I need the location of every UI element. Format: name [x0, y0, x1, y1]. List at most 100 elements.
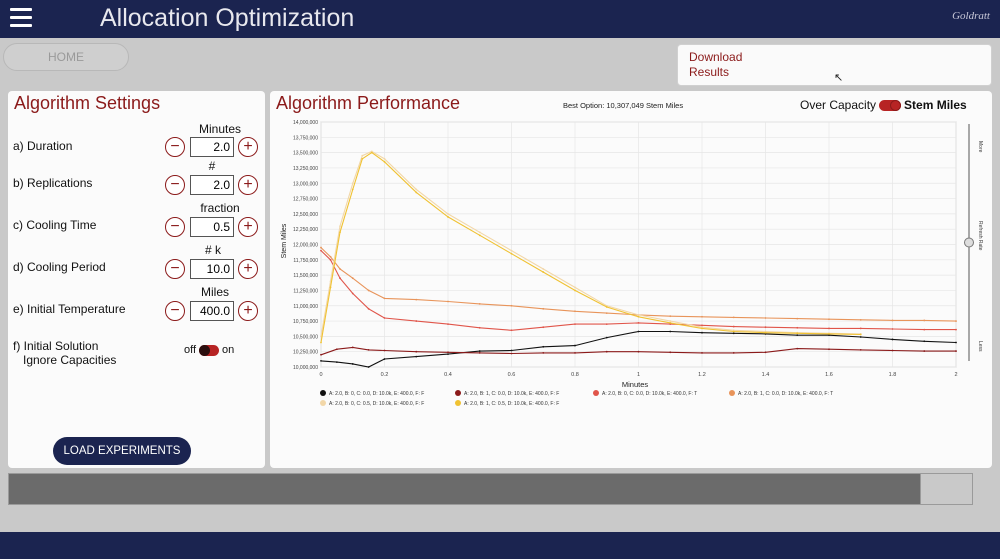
series-line-2: [320, 250, 956, 331]
menu-icon[interactable]: [10, 8, 32, 28]
ignore-capacities-toggle[interactable]: [199, 344, 220, 356]
decrement-button[interactable]: −: [165, 137, 185, 157]
data-point: [605, 350, 608, 353]
scrollbar-thumb[interactable]: [920, 474, 972, 504]
unit-label: Minutes: [198, 122, 242, 136]
metric-toggle[interactable]: [879, 99, 902, 111]
initial-temperature-input[interactable]: [190, 301, 234, 321]
x-tick-label: 1.2: [698, 372, 706, 378]
y-tick-label: 13,000,000: [293, 181, 318, 187]
data-point: [542, 352, 545, 354]
data-point: [637, 350, 640, 353]
cooling-period-input[interactable]: [190, 259, 234, 279]
data-point: [955, 328, 957, 331]
legend-entry: A: 2.0, B: 1, C: 0.0, D: 10.0k, E: 400.0…: [738, 391, 833, 397]
y-axis-ticks: 10,000,000 10,250,000 10,500,000 10,750,000…: [293, 120, 318, 371]
data-point: [370, 151, 373, 154]
data-point: [637, 330, 640, 333]
data-point: [339, 225, 341, 228]
replications-input[interactable]: [190, 175, 234, 195]
data-point: [351, 292, 354, 295]
decrement-button[interactable]: −: [165, 301, 185, 321]
series-lines: [320, 150, 957, 368]
refresh-rate-slider[interactable]: More Refresh Rate Less: [964, 124, 984, 361]
unit-label: # k: [204, 243, 221, 257]
algorithm-performance-panel: Algorithm Performance Best Option: 10,30…: [270, 91, 992, 468]
download-results-link[interactable]: Download Results: [689, 50, 743, 79]
x-tick-label: 0.8: [571, 372, 579, 378]
brand-logo: Goldratt: [952, 10, 990, 22]
legend-entry: A: 2.0, B: 1, C: 0.5, D: 10.0k, E: 400.0…: [464, 401, 559, 407]
legend-swatch: [729, 390, 735, 396]
data-point: [510, 304, 513, 307]
horizontal-scrollbar[interactable]: [8, 473, 973, 505]
data-point: [764, 351, 767, 354]
toggle-on-label: on: [222, 344, 235, 356]
increment-button[interactable]: +: [238, 259, 258, 279]
legend-entry: A: 2.0, B: 0, C: 0.0, D: 10.0k, E: 400.0…: [329, 391, 424, 397]
data-point: [320, 359, 322, 362]
data-point: [891, 328, 894, 330]
unit-label: fraction: [200, 201, 240, 215]
x-tick-label: 0.4: [444, 372, 452, 378]
increment-button[interactable]: +: [238, 217, 258, 237]
data-point: [339, 277, 341, 280]
slider-handle[interactable]: [964, 237, 974, 248]
x-tick-label: 1.4: [762, 372, 770, 378]
legend-swatch: [320, 390, 326, 396]
data-point: [447, 212, 449, 215]
initial-solution-label: f) Initial Solution: [13, 339, 99, 353]
legend-entry: A: 2.0, B: 0, C: 0.0, D: 10.0k, E: 400.0…: [602, 391, 697, 397]
data-point: [415, 298, 418, 301]
y-tick-label: 12,000,000: [293, 243, 318, 249]
metric-toggle-group: Over Capacity Stem Miles: [800, 98, 967, 112]
data-point: [329, 258, 332, 261]
data-point: [669, 351, 672, 354]
y-tick-label: 13,500,000: [293, 151, 318, 157]
data-point: [859, 336, 862, 338]
x-tick-label: 2: [954, 372, 957, 378]
data-point: [367, 307, 370, 310]
over-capacity-label: Over Capacity: [800, 98, 877, 112]
data-point: [764, 326, 767, 329]
home-button[interactable]: HOME: [3, 43, 129, 71]
data-point: [339, 268, 341, 270]
y-tick-label: 11,250,000: [293, 288, 318, 294]
data-point: [351, 363, 354, 365]
duration-input[interactable]: [190, 137, 234, 157]
data-point: [574, 344, 576, 347]
cooling-time-stepper: − +: [165, 217, 259, 237]
chart-legend: A: 2.0, B: 0, C: 0.0, D: 10.0k, E: 400.0…: [320, 390, 833, 407]
data-point: [335, 361, 338, 363]
ignore-capacities-toggle-group: off on: [184, 344, 234, 356]
cooling-time-input[interactable]: [190, 217, 234, 237]
data-point: [367, 289, 370, 292]
data-point: [605, 336, 608, 339]
y-tick-label: 14,000,000: [293, 120, 318, 126]
unit-label: Miles: [200, 285, 229, 299]
data-point: [701, 324, 703, 327]
data-point: [339, 231, 341, 234]
decrement-button[interactable]: −: [165, 175, 185, 195]
increment-button[interactable]: +: [238, 301, 258, 321]
x-axis-ticks: 0 0.2 0.4 0.6 0.8 1 1.2 1.4 1.6 1.8 2: [319, 372, 957, 378]
decrement-button[interactable]: −: [165, 217, 185, 237]
data-point: [955, 320, 957, 322]
load-experiments-button[interactable]: LOAD EXPERIMENTS: [53, 437, 191, 465]
increment-button[interactable]: +: [238, 137, 258, 157]
data-point: [574, 310, 576, 313]
data-point: [891, 349, 894, 352]
data-point: [351, 188, 354, 191]
x-axis-label: Minutes: [622, 380, 649, 389]
decrement-button[interactable]: −: [165, 259, 185, 279]
increment-button[interactable]: +: [238, 175, 258, 195]
series-line-3: [320, 247, 957, 322]
data-point: [605, 323, 608, 326]
data-point: [478, 326, 481, 329]
slider-top-label: More: [977, 141, 983, 153]
stem-miles-label: Stem Miles: [904, 98, 967, 112]
data-point: [510, 352, 513, 355]
initial-temperature-stepper: − +: [165, 301, 259, 321]
data-point: [361, 154, 364, 157]
data-point: [415, 355, 418, 358]
